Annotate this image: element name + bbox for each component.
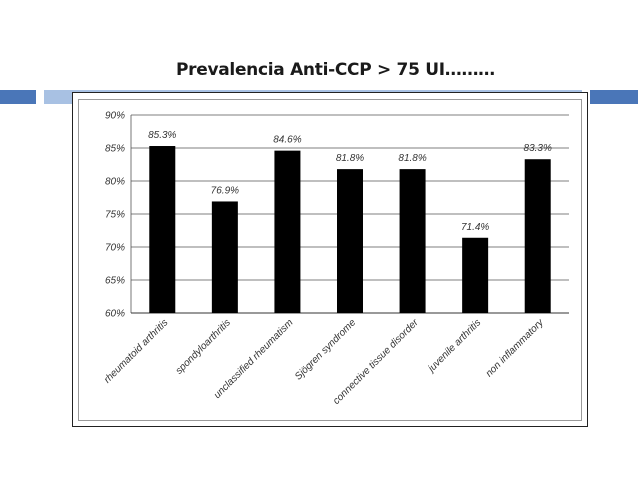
chart-inner-border xyxy=(78,99,582,421)
x-category-label: rheumatoid arthritis xyxy=(102,317,170,385)
y-tick-label: 85% xyxy=(105,144,125,155)
x-category-label: spondyloarthritis xyxy=(174,317,233,376)
slide-title: Prevalencia Anti-CCP > 75 UI……… xyxy=(176,60,495,80)
y-tick-label: 65% xyxy=(105,276,125,287)
y-tick-label: 90% xyxy=(105,111,125,122)
bar xyxy=(462,237,489,313)
data-label: 81.8% xyxy=(398,153,426,164)
bar xyxy=(274,150,301,313)
bar-chart: 90% 85% 80% 75% 70% 65% 60% 85.3% rheumatoid art… xyxy=(102,111,569,407)
y-tick-label: 60% xyxy=(105,309,125,320)
accent-bar-left xyxy=(0,90,36,104)
data-label: 71.4% xyxy=(461,222,489,233)
bar xyxy=(337,169,363,313)
chart-frame: 90% 85% 80% 75% 70% 65% 60% 85.3% rheumatoid art… xyxy=(72,92,588,427)
y-tick-label: 75% xyxy=(105,210,125,221)
accent-bar-right xyxy=(590,90,638,104)
bar xyxy=(399,169,426,313)
data-label: 76.9% xyxy=(211,185,239,196)
x-category-label: juvenile arthritis xyxy=(425,317,483,375)
y-tick-label: 80% xyxy=(105,177,125,188)
bar xyxy=(211,201,238,313)
bar xyxy=(149,146,176,313)
data-label: 83.3% xyxy=(524,143,552,154)
data-label: 84.6% xyxy=(273,135,301,146)
data-label: 81.8% xyxy=(336,153,364,164)
x-category-label: Sjögren syndrome xyxy=(293,317,358,382)
y-tick-label: 70% xyxy=(105,243,125,254)
x-category-label: non inflammatory xyxy=(484,317,547,380)
data-label: 85.3% xyxy=(148,130,176,141)
bar xyxy=(524,159,551,313)
